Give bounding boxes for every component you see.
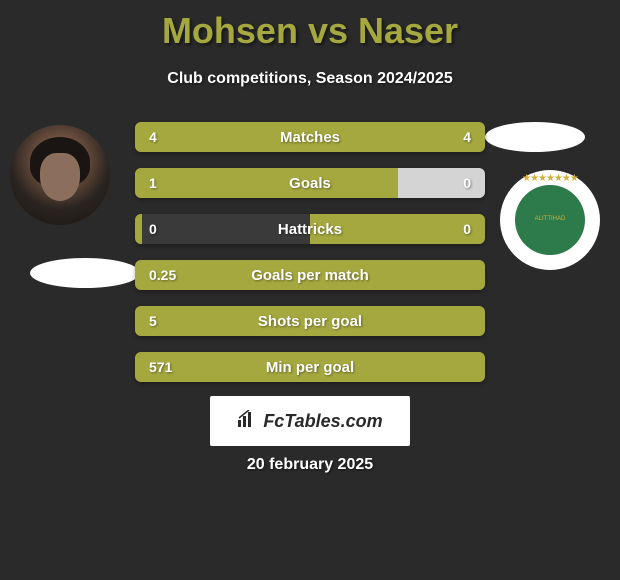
stat-label: Goals per match bbox=[135, 260, 485, 290]
stat-value-left: 1 bbox=[149, 168, 157, 198]
player-left-avatar bbox=[10, 125, 110, 225]
stat-row: Shots per goal5 bbox=[135, 306, 485, 336]
stat-row: Min per goal571 bbox=[135, 352, 485, 382]
stat-value-left: 0 bbox=[149, 214, 157, 244]
country-flag-left bbox=[30, 258, 140, 288]
chart-icon bbox=[237, 410, 257, 433]
comparison-subtitle: Club competitions, Season 2024/2025 bbox=[0, 70, 620, 88]
stat-label: Shots per goal bbox=[135, 306, 485, 336]
stat-value-left: 5 bbox=[149, 306, 157, 336]
stat-label: Goals bbox=[135, 168, 485, 198]
player-right-club-badge: ★★★★★★★ ALITTIHAD bbox=[500, 170, 600, 270]
stat-value-left: 4 bbox=[149, 122, 157, 152]
stat-label: Min per goal bbox=[135, 352, 485, 382]
stat-value-right: 0 bbox=[463, 214, 471, 244]
stat-label: Hattricks bbox=[135, 214, 485, 244]
comparison-title: Mohsen vs Naser bbox=[0, 0, 620, 52]
stats-container: Matches44Goals10Hattricks00Goals per mat… bbox=[135, 122, 485, 398]
club-badge-stars: ★★★★★★★ bbox=[522, 173, 578, 184]
stat-row: Hattricks0 0 bbox=[135, 214, 485, 244]
stat-row: Goals1 0 bbox=[135, 168, 485, 198]
stat-value-right: 4 bbox=[463, 122, 471, 152]
stat-value-left: 571 bbox=[149, 352, 172, 382]
country-flag-right bbox=[485, 122, 585, 152]
fctables-badge: FcTables.com bbox=[210, 396, 410, 446]
stat-row: Goals per match0.25 bbox=[135, 260, 485, 290]
club-badge-text: ALITTIHAD bbox=[535, 216, 566, 223]
comparison-date: 20 february 2025 bbox=[0, 456, 620, 474]
stat-label: Matches bbox=[135, 122, 485, 152]
stat-value-right: 0 bbox=[463, 168, 471, 198]
stat-row: Matches4 4 bbox=[135, 122, 485, 152]
fctables-label: FcTables.com bbox=[263, 411, 382, 432]
stat-value-left: 0.25 bbox=[149, 260, 176, 290]
